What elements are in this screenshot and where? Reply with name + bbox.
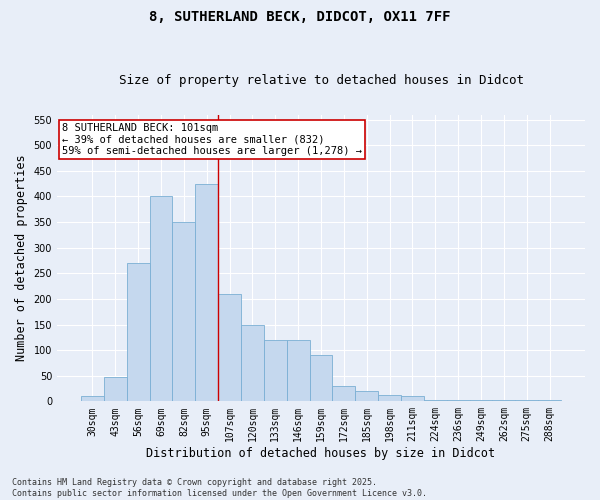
Bar xyxy=(424,400,447,402)
Bar xyxy=(470,400,493,402)
Bar xyxy=(127,263,149,402)
Bar xyxy=(355,391,378,402)
Bar xyxy=(81,396,104,402)
Bar xyxy=(538,400,561,402)
Text: 8, SUTHERLAND BECK, DIDCOT, OX11 7FF: 8, SUTHERLAND BECK, DIDCOT, OX11 7FF xyxy=(149,10,451,24)
Title: Size of property relative to detached houses in Didcot: Size of property relative to detached ho… xyxy=(119,74,524,87)
Bar xyxy=(218,294,241,402)
Bar xyxy=(287,340,310,402)
Bar xyxy=(196,184,218,402)
Bar xyxy=(378,395,401,402)
Bar xyxy=(172,222,196,402)
Bar xyxy=(310,355,332,402)
Text: 8 SUTHERLAND BECK: 101sqm
← 39% of detached houses are smaller (832)
59% of semi: 8 SUTHERLAND BECK: 101sqm ← 39% of detac… xyxy=(62,123,362,156)
Bar xyxy=(149,196,172,402)
Bar xyxy=(104,377,127,402)
Text: Contains HM Land Registry data © Crown copyright and database right 2025.
Contai: Contains HM Land Registry data © Crown c… xyxy=(12,478,427,498)
Bar xyxy=(332,386,355,402)
Bar xyxy=(401,396,424,402)
Y-axis label: Number of detached properties: Number of detached properties xyxy=(15,154,28,362)
Bar xyxy=(264,340,287,402)
Bar xyxy=(515,400,538,402)
Bar xyxy=(447,400,470,402)
X-axis label: Distribution of detached houses by size in Didcot: Distribution of detached houses by size … xyxy=(146,447,496,460)
Bar xyxy=(241,324,264,402)
Bar xyxy=(493,400,515,402)
